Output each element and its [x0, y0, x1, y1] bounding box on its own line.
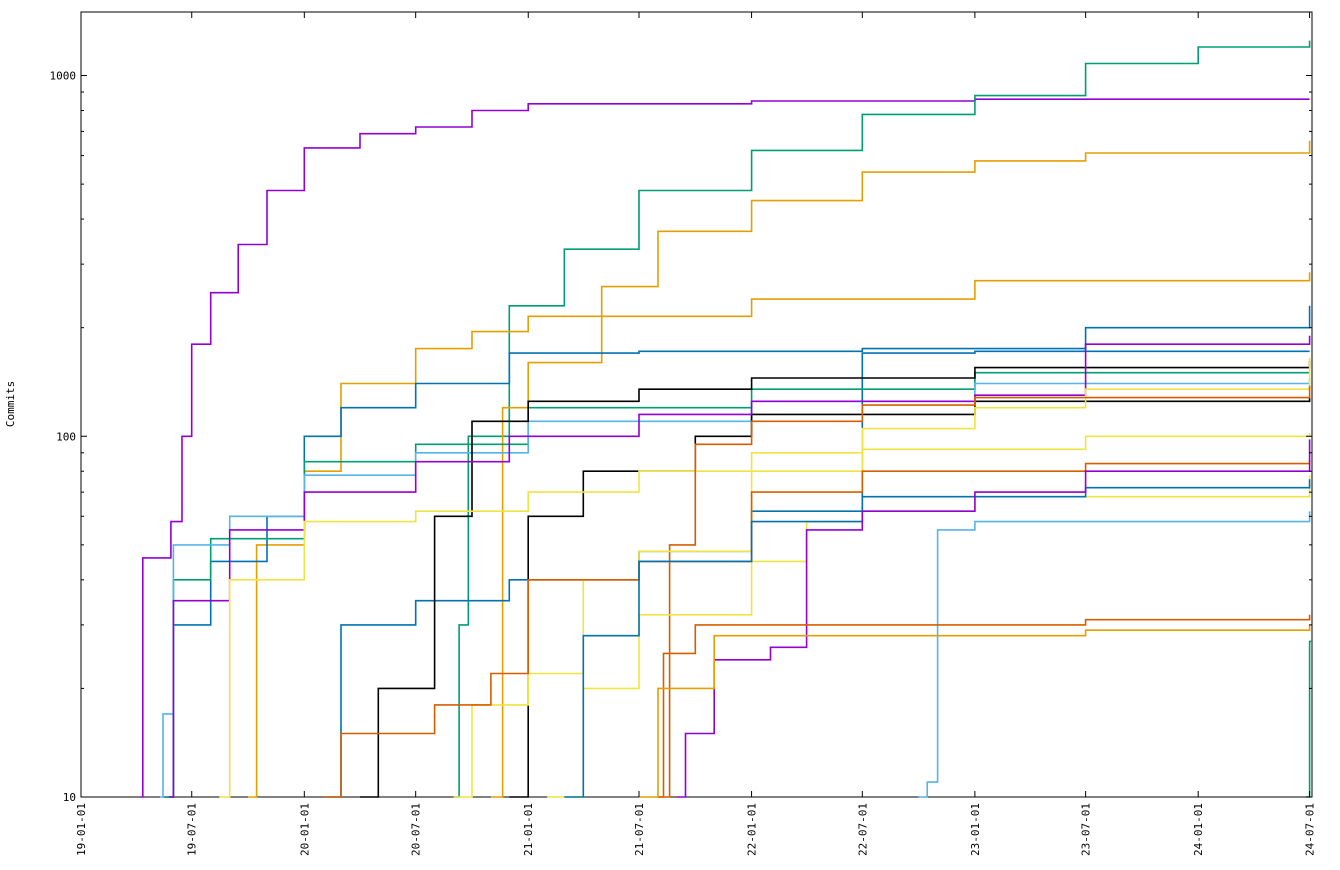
series-line-22 — [1305, 640, 1312, 798]
x-tick-label: 21-07-01 — [633, 803, 646, 856]
series-line-18 — [918, 511, 1311, 798]
series-line-19 — [676, 439, 1311, 798]
y-tick-label: 100 — [56, 430, 76, 443]
x-tick-label: 22-07-01 — [856, 803, 869, 856]
y-tick-label: 1000 — [50, 70, 77, 83]
y-axis: 10 100 1000 — [50, 70, 1312, 804]
series-line-1 — [140, 98, 1310, 798]
x-tick-label: 20-07-01 — [410, 803, 423, 856]
x-tick-label: 20-01-01 — [298, 803, 311, 856]
x-tick-label: 22-01-01 — [746, 803, 759, 856]
series-line-10 — [509, 397, 1311, 798]
series-line-14 — [453, 433, 1311, 798]
series-line-11 — [169, 335, 1311, 798]
series-line-12 — [219, 357, 1311, 798]
x-tick-label: 19-01-01 — [75, 803, 88, 856]
series-line-20 — [658, 614, 1311, 798]
series-line-21 — [639, 624, 1311, 798]
plot-area-frame — [80, 11, 1313, 798]
series-line-3 — [490, 140, 1311, 798]
x-tick-label: 24-07-01 — [1304, 803, 1317, 856]
series-line-8 — [159, 378, 1311, 798]
x-axis: 19-01-01 19-07-01 20-01-01 20-07-01 21-01-01… — [75, 12, 1317, 856]
x-tick-label: 23-07-01 — [1080, 803, 1093, 856]
x-tick-label: 19-07-01 — [186, 803, 199, 856]
x-tick-label: 24-01-01 — [1192, 803, 1205, 856]
series-line-5 — [166, 305, 1311, 798]
series-line-13 — [658, 385, 1311, 798]
y-tick-label: 10 — [63, 791, 76, 804]
x-tick-label: 21-01-01 — [522, 803, 535, 856]
series-layer — [140, 40, 1312, 798]
series-line-9 — [360, 360, 1311, 798]
x-tick-label: 23-01-01 — [969, 803, 982, 856]
series-line-2 — [453, 40, 1311, 798]
y-axis-title: Commits — [4, 381, 17, 427]
